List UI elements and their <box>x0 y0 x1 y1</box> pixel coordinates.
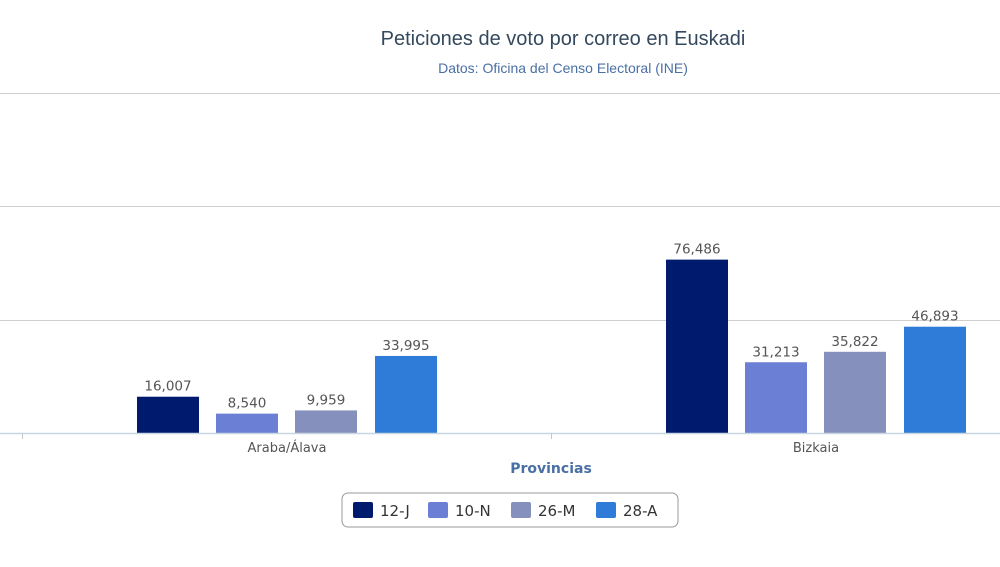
data-label-10-N-0: 8,540 <box>228 396 267 412</box>
bar-26-M-0 <box>295 410 357 433</box>
data-label-12-J-0: 16,007 <box>144 379 191 395</box>
legend-item-12-J[interactable]: 12-J <box>353 502 410 520</box>
legend-item-10-N[interactable]: 10-N <box>428 502 491 520</box>
bar-10-N-0 <box>216 413 278 433</box>
legend-label-12-J: 12-J <box>380 502 410 520</box>
gridlines <box>0 93 1000 321</box>
category-label-1: Bizkaia <box>793 441 839 456</box>
data-label-12-J-1: 76,486 <box>673 242 720 258</box>
legend-label-28-A: 28-A <box>623 502 658 520</box>
legend-item-28-A[interactable]: 28-A <box>596 502 658 520</box>
legend-label-10-N: 10-N <box>455 502 491 520</box>
chart-subtitle: Datos: Oficina del Censo Electoral (INE) <box>438 60 688 76</box>
data-label-28-A-0: 33,995 <box>382 338 429 354</box>
bar-28-A-0 <box>375 355 437 433</box>
bar-12-J-1 <box>666 259 728 433</box>
data-label-26-M-1: 35,822 <box>831 334 878 350</box>
legend-swatch-10-N <box>428 502 448 518</box>
bar-28-A-1 <box>904 326 966 433</box>
data-label-28-A-1: 46,893 <box>911 309 958 325</box>
legend-swatch-26-M <box>511 502 531 518</box>
bar-10-N-1 <box>745 362 807 433</box>
bar-26-M-1 <box>824 351 886 433</box>
legend-label-26-M: 26-M <box>538 502 575 520</box>
legend-swatch-28-A <box>596 502 616 518</box>
legend-swatch-12-J <box>353 502 373 518</box>
legend-box <box>341 492 679 528</box>
legend-item-26-M[interactable]: 26-M <box>511 502 575 520</box>
x-axis: Araba/Álava Bizkaia <box>0 432 1000 456</box>
data-label-26-M-0: 9,959 <box>307 392 346 408</box>
legend: 12-J 10-N 26-M 28-A <box>341 492 679 528</box>
data-label-10-N-1: 31,213 <box>752 344 799 360</box>
chart-title: Peticiones de voto por correo en Euskadi <box>381 28 746 50</box>
x-axis-title: Provincias <box>510 461 592 477</box>
bars: 16,007 76,486 8,540 31,213 9,959 35,822 33,995… <box>137 242 966 433</box>
bar-12-J-0 <box>137 396 199 433</box>
category-label-0: Araba/Álava <box>248 440 327 456</box>
